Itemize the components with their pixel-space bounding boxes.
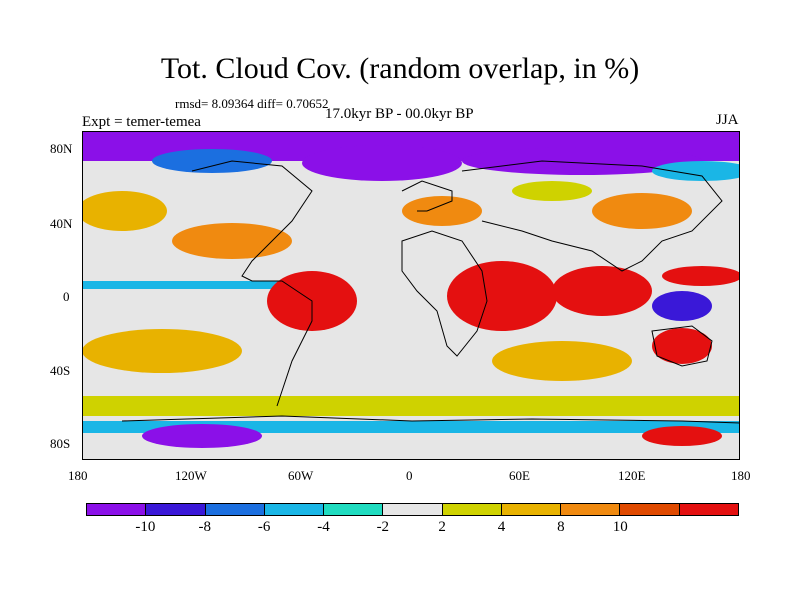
colorbar-segment bbox=[442, 503, 502, 516]
lat-tick: 40N bbox=[50, 216, 73, 231]
colorbar-segment bbox=[501, 503, 562, 516]
arctic-negative-band bbox=[82, 131, 740, 181]
colorbar-label: -8 bbox=[198, 519, 211, 535]
lon-tick: 0 bbox=[406, 468, 413, 483]
lon-tick: 60E bbox=[509, 468, 530, 483]
colorbar-label: -6 bbox=[257, 519, 271, 535]
stats-label: rmsd= 8.09364 diff= 0.70652 bbox=[175, 96, 329, 111]
season-label: JJA bbox=[716, 112, 739, 128]
lon-tick: 180 bbox=[68, 468, 88, 483]
lon-tick: 120E bbox=[618, 468, 646, 483]
lon-tick: 120W bbox=[175, 468, 207, 483]
colorbar-label: 2 bbox=[438, 519, 446, 535]
period-label: 17.0kyr BP - 00.0kyr BP bbox=[325, 106, 474, 122]
colorbar-label: -10 bbox=[135, 519, 156, 535]
plot-title: Tot. Cloud Cov. (random overlap, in %) bbox=[160, 52, 640, 85]
southern-anomalies bbox=[82, 328, 740, 448]
cloud-cover-map bbox=[82, 131, 740, 460]
colorbar-label: -4 bbox=[317, 519, 330, 535]
colorbar-segment bbox=[561, 503, 621, 516]
colorbar-label: 4 bbox=[497, 519, 506, 535]
colorbar-label: 8 bbox=[557, 519, 565, 535]
experiment-label: Expt = temer-temea bbox=[82, 114, 201, 130]
lon-tick: 60W bbox=[288, 468, 314, 483]
colorbar-label: -2 bbox=[376, 519, 390, 535]
lat-tick: 0 bbox=[63, 289, 70, 304]
lat-tick: 40S bbox=[50, 363, 71, 378]
lon-tick: 180 bbox=[731, 468, 751, 483]
colorbar-segment bbox=[146, 503, 206, 516]
colorbar-segment bbox=[679, 503, 739, 516]
colorbar bbox=[86, 503, 739, 516]
colorbar-segment bbox=[205, 503, 265, 516]
lat-tick: 80S bbox=[50, 436, 71, 451]
colorbar-segment bbox=[86, 503, 147, 516]
colorbar-segment bbox=[324, 503, 384, 516]
colorbar-segment bbox=[264, 503, 325, 516]
lat-tick: 80N bbox=[50, 141, 73, 156]
colorbar-segment bbox=[383, 503, 443, 516]
coastlines bbox=[121, 160, 740, 424]
colorbar-label: 10 bbox=[612, 519, 628, 535]
colorbar-segment bbox=[620, 503, 680, 516]
northern-positive-anomalies bbox=[82, 181, 692, 259]
